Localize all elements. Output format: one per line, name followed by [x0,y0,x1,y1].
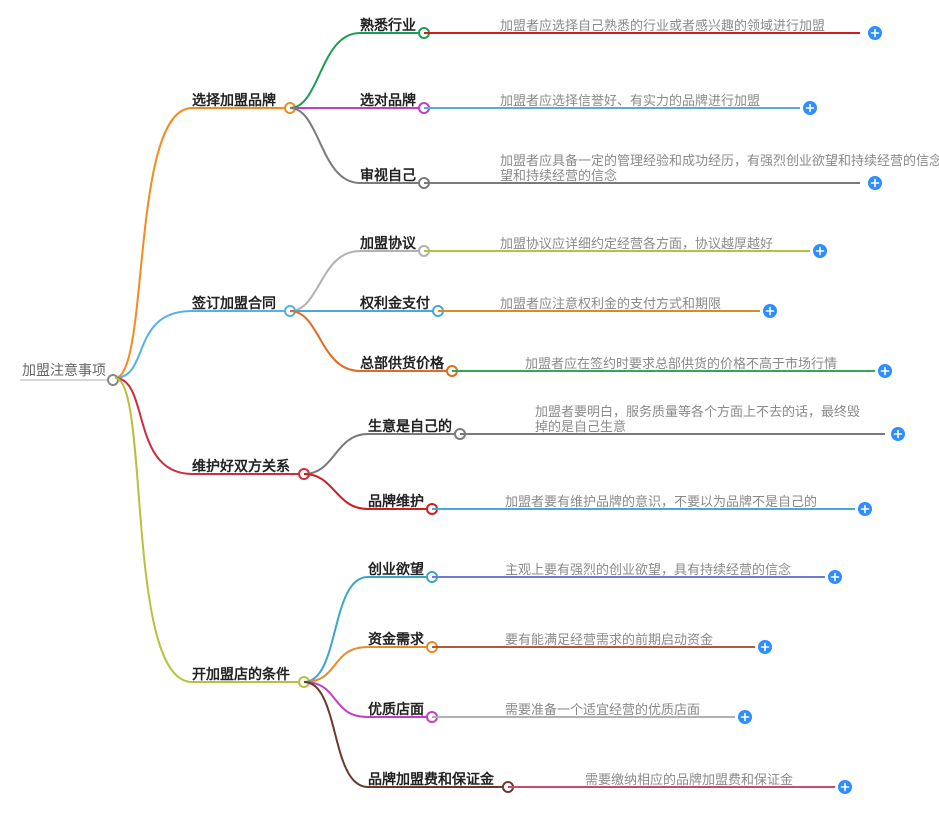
connector [290,251,360,311]
desc-text: 主观上要有强烈的创业欲望，具有持续经营的信念 [505,562,791,577]
sub-node[interactable]: 创业欲望 [367,561,424,577]
branch-node[interactable]: 签订加盟合同 [191,295,276,311]
mindmap-diagram: 加盟注意事项 选择加盟品牌 熟悉行业 加盟者应选择自己熟悉的行业或者感兴趣的领域进行加… [0,0,939,832]
desc-text: 加盟者应选择自己熟悉的行业或者感兴趣的领域进行加盟 [500,18,825,33]
expand-icon[interactable] [858,502,872,516]
desc-text: 加盟者应在签约时要求总部供货的价格不高于市场行情 [525,356,837,371]
branch-node[interactable]: 开加盟店的条件 [192,666,290,682]
expand-icon[interactable] [878,364,892,378]
sub-node[interactable]: 选对品牌 [360,92,416,108]
sub-node[interactable]: 生意是自己的 [368,418,452,434]
desc-text: 望和持续经营的信念 [500,168,617,183]
desc-text: 加盟者应选择信誉好、有实力的品牌进行加盟 [500,93,760,108]
expand-icon[interactable] [828,570,842,584]
expand-icon[interactable] [813,244,827,258]
branch-node[interactable]: 选择加盟品牌 [192,92,276,108]
desc-text: 要有能满足经营需求的前期启动资金 [505,632,713,647]
expand-icon[interactable] [803,101,817,115]
expand-icon[interactable] [758,640,772,654]
connector [290,108,360,183]
connector [115,108,192,378]
desc-text: 需要缴纳相应的品牌加盟费和保证金 [585,772,793,787]
expand-icon[interactable] [868,26,882,40]
expand-icon[interactable] [763,304,777,318]
expand-icon[interactable] [891,427,905,441]
connector [304,434,368,474]
connector [304,647,368,682]
sub-node[interactable]: 品牌加盟费和保证金 [368,771,495,787]
desc-text: 加盟者应注意权利金的支付方式和期限 [500,296,721,311]
connector [304,474,368,509]
desc-text: 加盟协议应详细约定经营各方面，协议越厚越好 [500,236,773,251]
connector [290,311,360,371]
sub-node[interactable]: 加盟协议 [359,235,417,251]
expand-icon[interactable] [838,780,852,794]
connector [304,682,368,717]
sub-node[interactable]: 资金需求 [368,631,425,647]
connector [304,577,368,682]
root-node[interactable]: 加盟注意事项 [22,362,106,378]
sub-node[interactable]: 优质店面 [368,701,424,717]
desc-text: 加盟者要有维护品牌的意识，不要以为品牌不是自己的 [505,494,817,509]
expand-icon[interactable] [738,710,752,724]
sub-node[interactable]: 总部供货价格 [360,355,445,371]
sub-node[interactable]: 审视自己 [360,167,416,183]
connector [115,378,192,682]
sub-node[interactable]: 品牌维护 [368,493,424,509]
sub-node[interactable]: 熟悉行业 [360,17,416,33]
desc-text: 加盟者要明白，服务质量等各个方面上不去的话，最终毁 [535,404,860,419]
branch-node[interactable]: 维护好双方关系 [192,458,290,474]
connector [290,33,360,108]
desc-text: 掉的是自己生意 [535,419,626,434]
connector [304,682,368,787]
connector [115,311,192,378]
root-node-dot [108,375,118,385]
expand-icon[interactable] [868,176,882,190]
desc-text: 需要准备一个适宜经营的优质店面 [505,702,700,717]
sub-node[interactable]: 权利金支付 [359,295,430,311]
desc-text: 加盟者应具备一定的管理经验和成功经历，有强烈创业欲望和持续经营的信念 [500,153,939,168]
